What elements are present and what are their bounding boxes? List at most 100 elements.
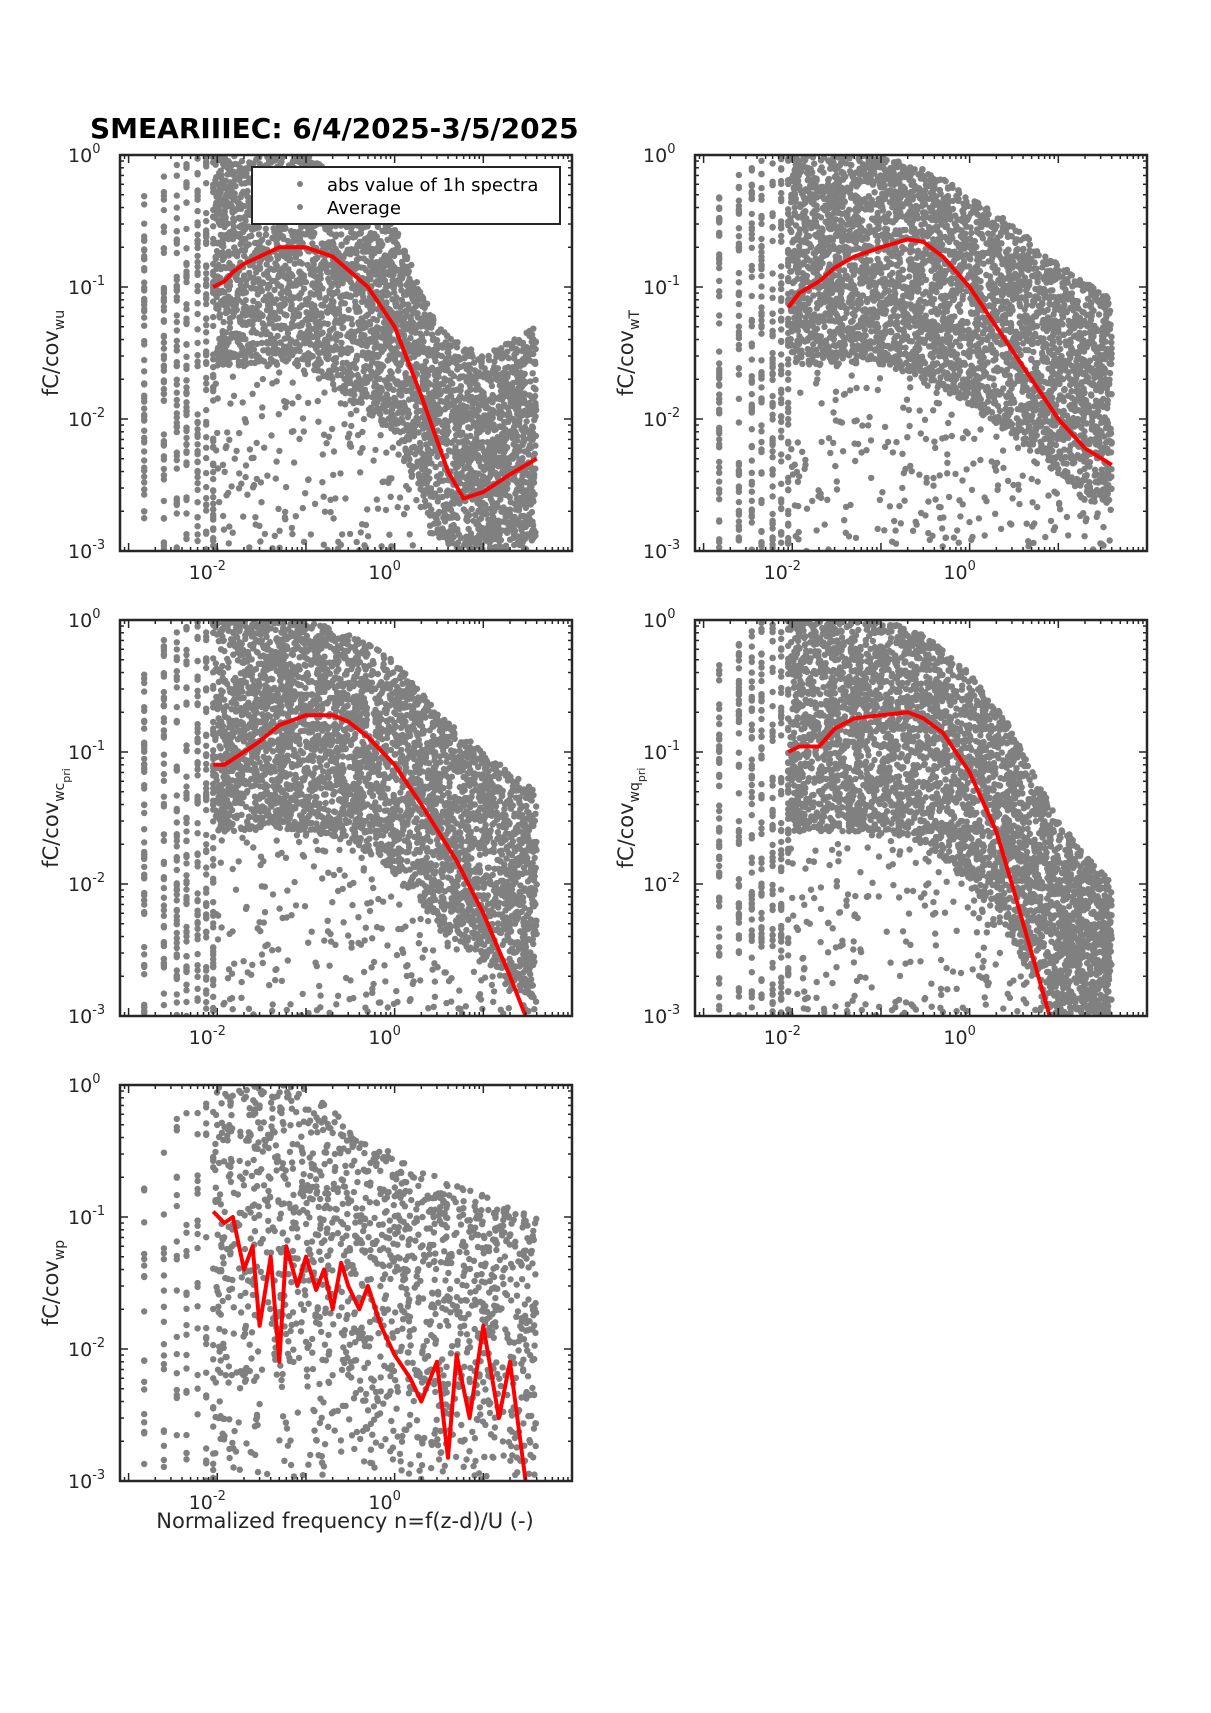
scatter-point [716,464,723,471]
scatter-point [327,508,334,516]
scatter-point [394,230,402,237]
scatter-point [141,486,148,493]
scatter-point [419,450,426,457]
scatter-point [414,314,422,321]
scatter-point [404,320,412,328]
scatter-point [748,343,755,350]
scatter-point [237,214,244,222]
scatter-point [338,339,345,346]
scatter-point [245,320,253,327]
scatter-point [173,510,180,517]
scatter-point [423,329,430,337]
scatter-point [173,424,180,431]
scatter-point [393,427,400,434]
scatter-point [329,248,336,256]
scatter-point [506,494,513,501]
scatter-point [500,445,507,452]
scatter-point [210,223,217,230]
scatter-point [386,531,393,538]
scatter-point [491,426,498,434]
scatter-point [296,347,303,355]
scatter-point [337,351,345,358]
scatter-point [735,522,743,530]
scatter-point [393,300,400,307]
scatter-point [353,407,360,414]
scatter-point [265,315,273,322]
scatter-point [457,431,464,439]
scatter-point [203,262,210,269]
scatter-point [242,297,249,304]
scatter-point [735,233,743,240]
scatter-point [346,442,354,449]
scatter-point [386,343,394,351]
scatter-point [434,529,441,536]
scatter-point [748,519,755,526]
scatter-point [183,459,190,466]
scatter-point [503,381,510,388]
scatter-point [237,241,244,248]
scatter-point [219,512,227,520]
scatter-point [173,381,180,388]
scatter-point [210,462,217,469]
scatter-point [406,430,414,437]
scatter-point [519,339,527,347]
scatter-point [265,239,272,246]
scatter-point [260,271,268,278]
scatter-point [758,330,765,337]
scatter-point [748,513,755,521]
scatter-point [260,279,267,287]
scatter-point [330,347,337,354]
scatter-point [431,411,439,418]
scatter-point [485,352,492,360]
scatter-point [324,350,332,357]
scatter-point [338,299,346,306]
scatter-point [304,261,311,269]
scatter-point [363,355,370,362]
scatter-point [325,275,332,283]
scatter-point [289,379,296,386]
scatter-point [219,240,227,247]
scatter-point [386,263,394,270]
scatter-point [141,314,148,321]
scatter-point [518,533,526,540]
scatter-point [526,516,534,523]
scatter-point [335,274,342,281]
scatter-point [279,265,286,272]
scatter-point [386,227,393,235]
scatter-point [219,461,227,468]
scatter-point [442,512,449,519]
scatter-point [398,415,405,422]
scatter-point [288,305,296,312]
scatter-point [483,462,490,469]
scatter-point [160,352,168,359]
scatter-point [255,301,262,308]
scatter-point [525,399,533,407]
scatter-point [434,453,441,460]
scatter-point [353,398,361,405]
axis-ticks [119,154,573,552]
scatter-point [289,282,296,289]
scatter-point [527,444,535,452]
scatter-point [396,494,404,501]
scatter-point [160,206,168,214]
scatter-point [241,247,249,254]
scatter-point [194,523,201,530]
scatter-point [141,193,148,200]
scatter-point [194,196,201,203]
scatter-point [240,348,248,355]
scatter-point [469,453,477,461]
scatter-point [160,514,168,522]
scatter-point [497,404,504,412]
scatter-point [279,288,287,295]
scatter-point [249,484,257,491]
scatter-point [415,473,423,480]
scatter-point [251,316,258,323]
scatter-point [307,325,315,333]
scatter-point [464,349,471,357]
scatter-point [449,539,456,547]
scatter-point [223,443,230,450]
scatter-point [226,202,233,210]
scatter-point [441,502,448,509]
scatter-point [203,322,210,329]
scatter-point [260,358,268,365]
